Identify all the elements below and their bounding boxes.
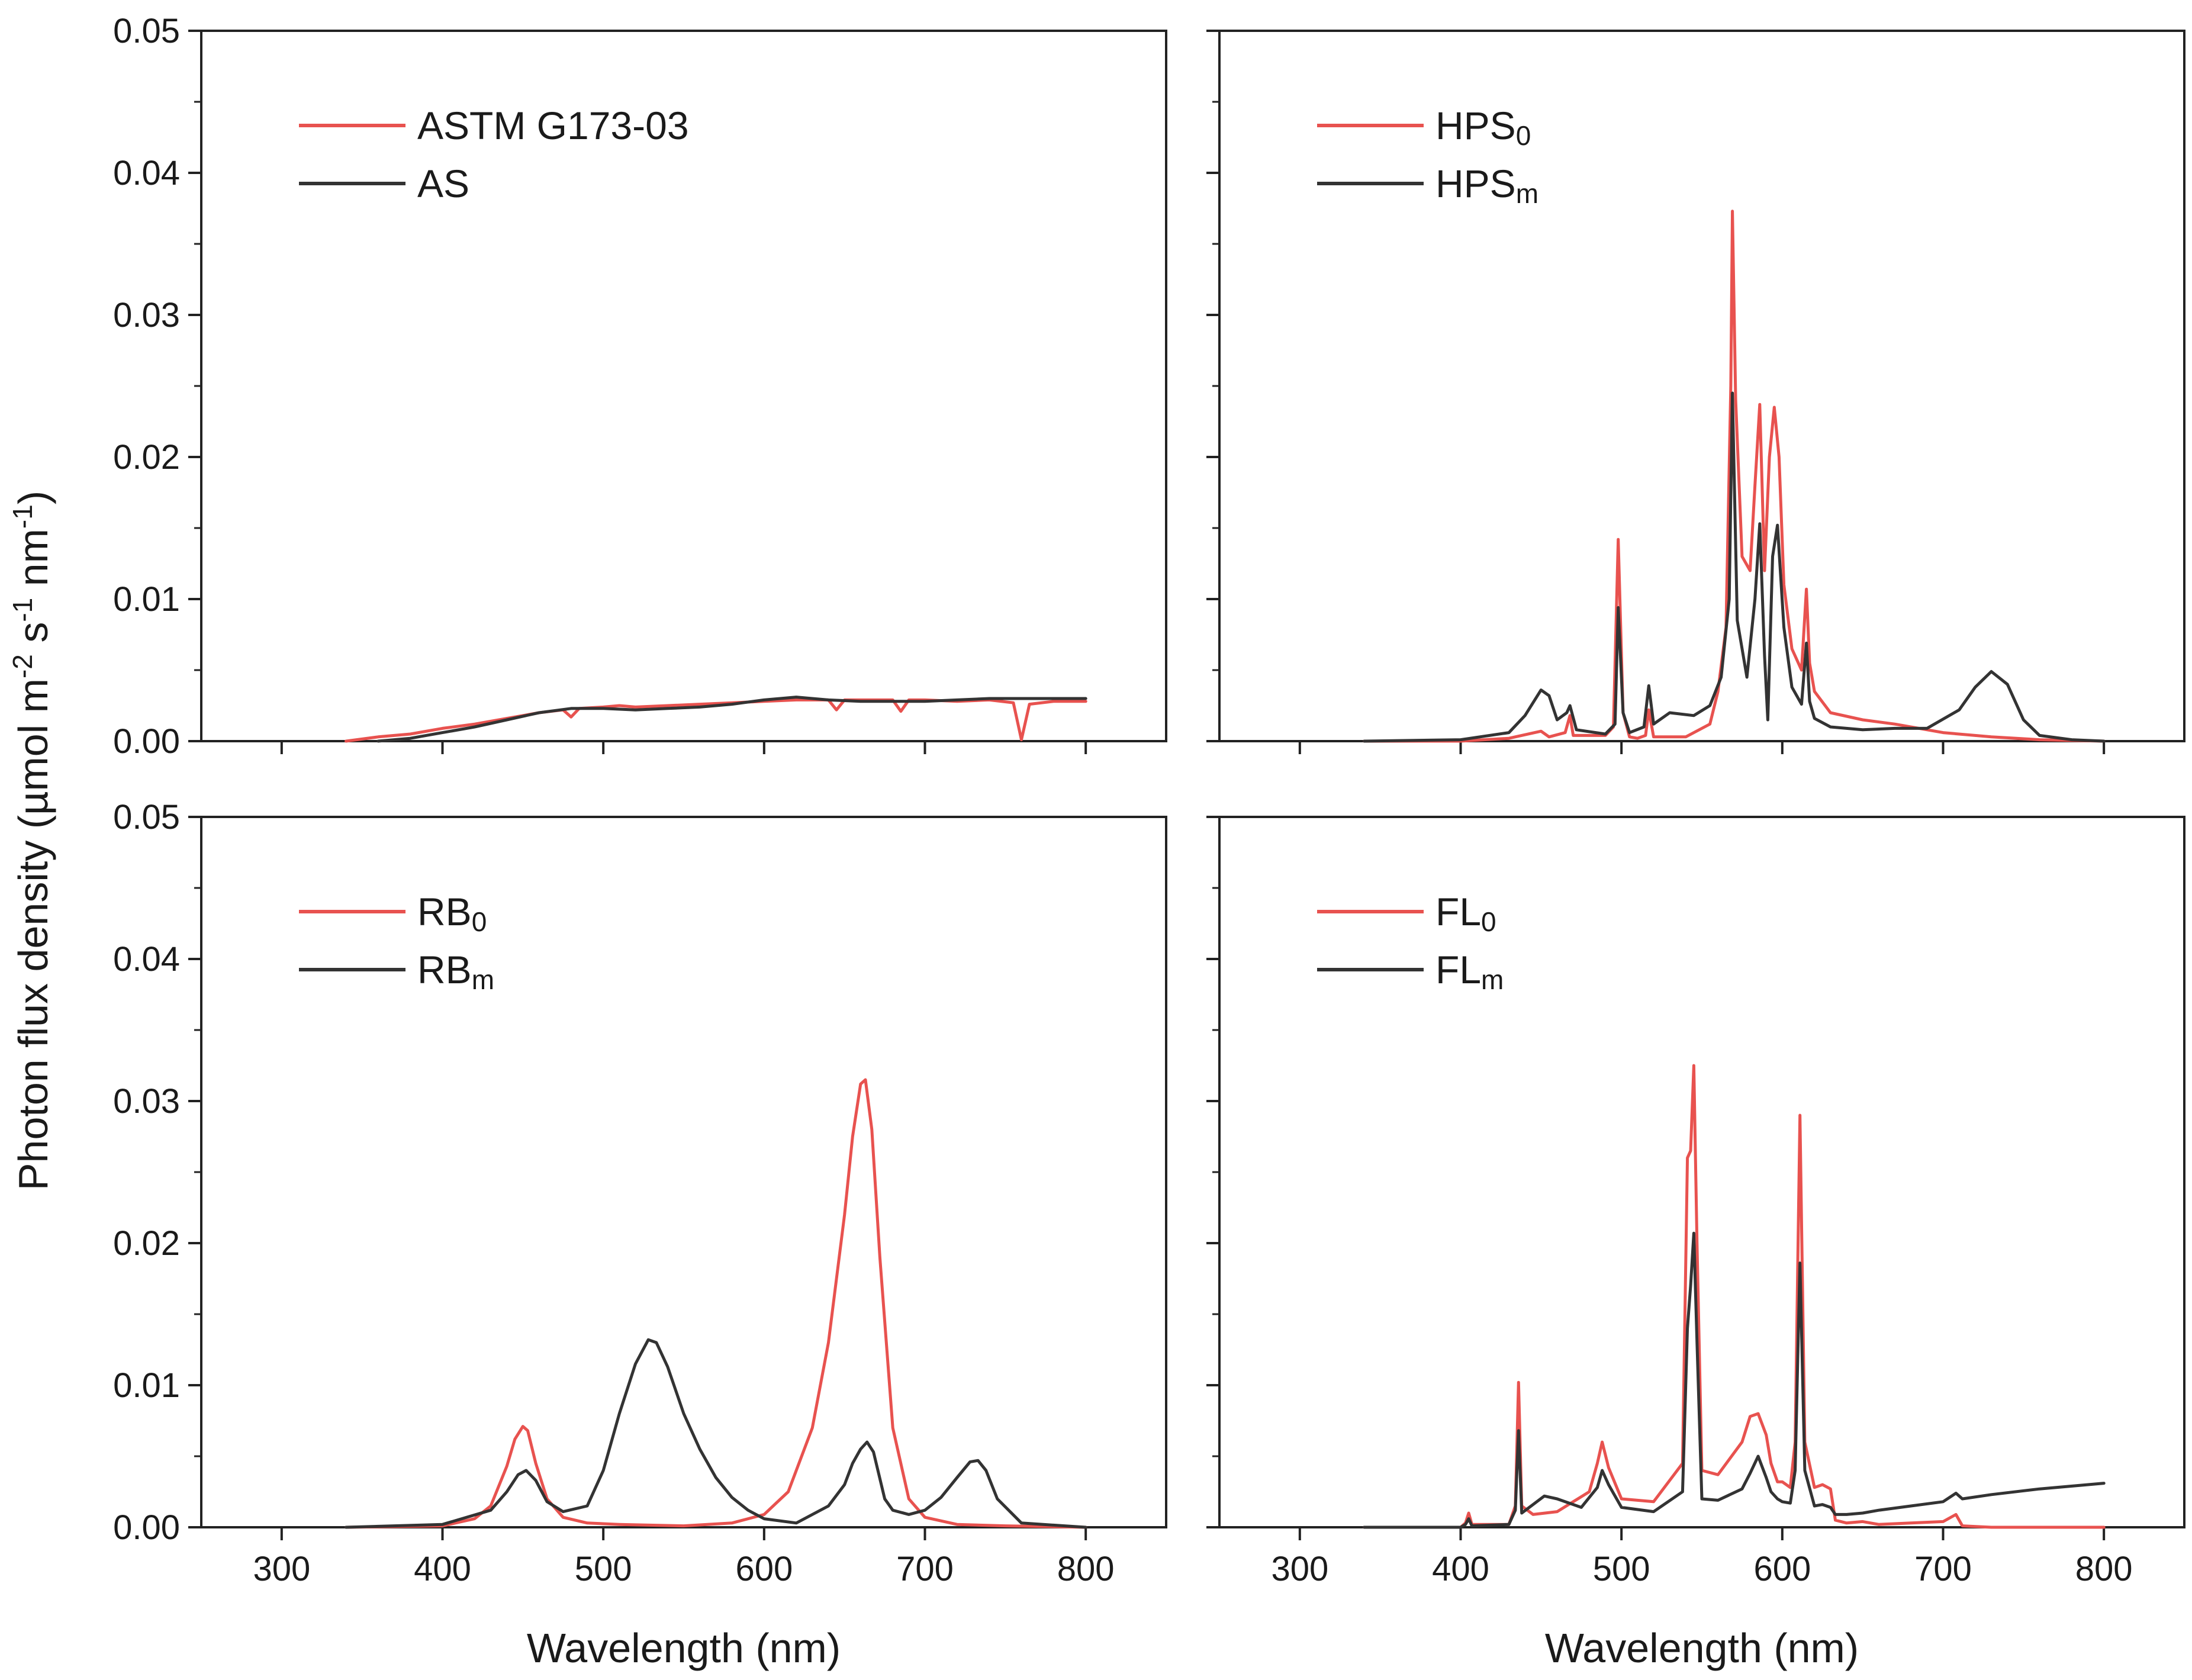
series-line-hps-0 <box>1363 210 2106 743</box>
x-tick-label: 500 <box>1593 1550 1650 1588</box>
chart-panel-top-left: 0.00 0.01 0.02 0.03 0.04 0.05 ASTM G173-03 AS <box>113 12 1167 761</box>
legend-label: AS <box>417 162 469 205</box>
x-axis-title: Wavelength (nm) <box>1545 1625 1859 1671</box>
x-tick-label: 400 <box>1432 1550 1489 1588</box>
x-tick-label: 700 <box>896 1550 954 1588</box>
series-line-rb-0 <box>345 1078 1087 1529</box>
x-tick-label: 800 <box>1057 1550 1115 1588</box>
y-axis-title-part: ) <box>10 491 56 504</box>
legend-label: HPS0 <box>1435 104 1531 151</box>
y-tick-label: 0.03 <box>113 296 180 334</box>
y-tick-label: 0.03 <box>113 1082 180 1121</box>
legend-label-main: RB <box>417 890 472 934</box>
x-tick-label: 300 <box>253 1550 310 1588</box>
y-axis-title-part: Photon flux density (µmol m <box>10 678 56 1190</box>
legend-label-subscript: m <box>1481 964 1504 995</box>
y-tick-label: 0.05 <box>113 798 180 836</box>
legend-label-main: RB <box>417 948 472 992</box>
legend-label: RBm <box>417 948 494 995</box>
legend-label-main: FL <box>1435 948 1481 992</box>
y-tick-label: 0.01 <box>113 1366 180 1405</box>
y-tick-label: 0.05 <box>113 12 180 50</box>
y-tick-label: 0.02 <box>113 1224 180 1263</box>
y-tick-label: 0.04 <box>113 940 180 979</box>
chart-panel-bottom-left: 300 400 500 600 700 800 0.00 0.01 0.02 0.03 0.04 0.… <box>113 798 1167 1671</box>
series-line-fl-m <box>1363 1231 2106 1529</box>
y-axis-title-part: s <box>10 622 56 654</box>
y-axis-title-superscript: -2 <box>7 654 38 678</box>
legend-label-subscript: m <box>472 964 494 995</box>
legend-label: FL0 <box>1435 890 1496 937</box>
y-axis-title-superscript: -1 <box>7 598 38 622</box>
series-line-rb-m <box>345 1338 1087 1529</box>
x-tick-label: 300 <box>1271 1550 1328 1588</box>
x-tick-label: 500 <box>575 1550 632 1588</box>
legend-label: FLm <box>1435 948 1504 995</box>
legend-label-main: HPS <box>1435 162 1516 205</box>
legend-label-main: AS <box>417 162 469 205</box>
x-tick-label: 800 <box>2075 1550 2133 1588</box>
x-tick-label: 400 <box>414 1550 471 1588</box>
y-axis-title: Photon flux density (µmol m-2 s-1 nm-1) <box>7 491 56 1190</box>
y-axis-title-part: nm <box>10 529 56 598</box>
y-tick-label: 0.02 <box>113 438 180 477</box>
legend-label-main: HPS <box>1435 104 1516 147</box>
legend-label: ASTM G173-03 <box>417 104 689 147</box>
legend-label-subscript: 0 <box>1516 120 1531 151</box>
x-axis-title: Wavelength (nm) <box>527 1625 841 1671</box>
y-tick-label: 0.00 <box>113 722 180 761</box>
x-tick-label: 600 <box>1753 1550 1811 1588</box>
x-tick-label: 700 <box>1914 1550 1972 1588</box>
legend-label-main: FL <box>1435 890 1481 934</box>
legend-label-main: ASTM G173-03 <box>417 104 689 147</box>
legend-label-subscript: 0 <box>1481 906 1496 937</box>
y-tick-label: 0.01 <box>113 580 180 619</box>
y-tick-label: 0.04 <box>113 154 180 192</box>
y-tick-label: 0.00 <box>113 1508 180 1547</box>
x-tick-label: 600 <box>735 1550 793 1588</box>
legend-label-subscript: m <box>1516 178 1538 209</box>
chart-panels: 0.00 0.01 0.02 0.03 0.04 0.05 ASTM G173-03 AS HP… <box>113 12 2185 1671</box>
series-line-hps-m <box>1363 391 2106 743</box>
y-axis-title-superscript: -1 <box>7 504 38 529</box>
series-line-as <box>376 696 1087 743</box>
legend-label: HPSm <box>1435 162 1538 209</box>
legend-label-subscript: 0 <box>472 906 487 937</box>
legend-label: RB0 <box>417 890 487 937</box>
